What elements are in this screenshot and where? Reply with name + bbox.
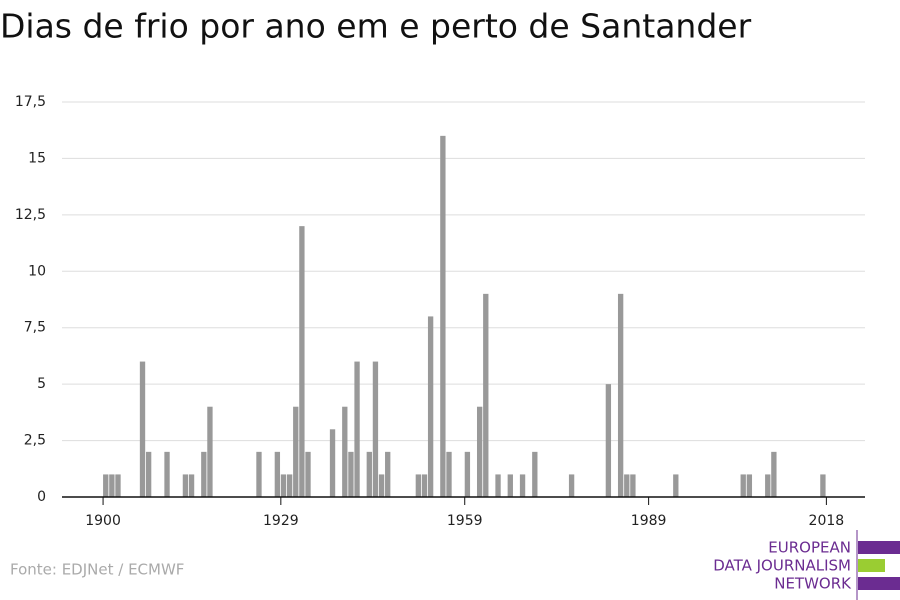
bar	[103, 474, 109, 497]
bar	[421, 474, 428, 497]
bar	[207, 406, 213, 497]
bar	[164, 451, 170, 497]
bar	[201, 451, 207, 497]
y-tick-label: 10	[28, 263, 46, 279]
bar	[354, 361, 360, 497]
bar	[188, 474, 195, 497]
logo: EUROPEAN DATA JOURNALISM NETWORK	[713, 530, 900, 600]
logo-text: DATA JOURNALISM	[713, 557, 851, 575]
y-tick-label: 15	[28, 150, 46, 166]
bar	[483, 293, 489, 497]
bar	[366, 451, 372, 497]
bar	[342, 406, 348, 497]
x-tick-label: 1929	[263, 513, 299, 529]
y-tick-label: 7,5	[24, 320, 46, 336]
bar	[299, 226, 305, 497]
bar	[532, 451, 538, 497]
bar	[293, 406, 299, 497]
y-tick-label: 0	[37, 489, 46, 505]
chart-title: Dias de frio por ano em e perto de Santa…	[0, 7, 752, 46]
bar	[771, 451, 777, 497]
bar	[765, 474, 771, 497]
bar	[274, 451, 281, 497]
bar	[440, 135, 446, 497]
bar	[372, 361, 379, 497]
bar	[145, 451, 152, 497]
bar	[280, 474, 287, 497]
bar	[495, 474, 501, 497]
bar	[385, 451, 391, 497]
bar	[305, 451, 311, 497]
logo-bar	[858, 541, 900, 554]
bar	[139, 361, 146, 497]
bar	[630, 474, 636, 497]
logo-text: EUROPEAN	[768, 539, 851, 557]
bar	[519, 474, 526, 497]
bar	[115, 474, 121, 497]
bar	[617, 293, 624, 497]
bar	[182, 474, 189, 497]
y-tick-label: 2,5	[24, 433, 46, 449]
y-tick-label: 12,5	[15, 207, 46, 223]
bar	[746, 474, 753, 497]
y-tick-label: 17,5	[15, 94, 46, 110]
bar	[329, 429, 336, 497]
x-tick-label: 1900	[85, 513, 121, 529]
bar	[446, 451, 452, 497]
bar	[348, 451, 354, 497]
bar	[624, 474, 630, 497]
bar	[568, 474, 575, 497]
bar	[427, 316, 434, 497]
bar	[820, 474, 826, 497]
bar	[740, 474, 746, 497]
source: Fonte: EDJNet / ECMWF	[10, 561, 184, 579]
x-tick-label: 1989	[631, 513, 667, 529]
bar	[507, 474, 513, 497]
bar	[673, 474, 679, 497]
bar	[415, 474, 422, 497]
logo-bar	[858, 559, 885, 572]
bar	[476, 406, 483, 497]
bar	[256, 451, 262, 497]
bar	[605, 384, 612, 497]
logo-text: NETWORK	[774, 575, 852, 593]
bar	[378, 474, 385, 497]
logo-bar	[858, 577, 900, 590]
x-tick-label: 1959	[447, 513, 483, 529]
bar	[286, 474, 293, 497]
bar	[109, 474, 115, 497]
y-tick-label: 5	[37, 376, 46, 392]
bar	[464, 451, 471, 497]
x-tick-label: 2018	[809, 513, 845, 529]
